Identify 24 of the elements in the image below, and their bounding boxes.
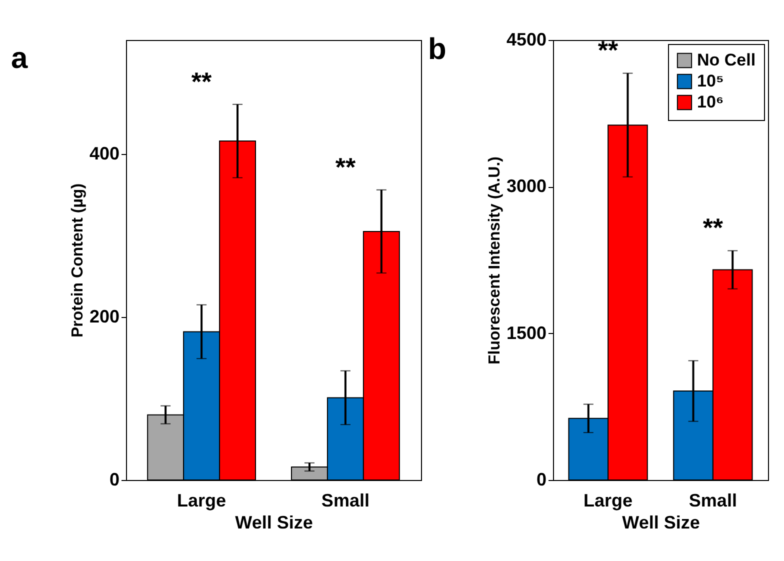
annotation: ** bbox=[191, 66, 213, 96]
x-tick-label: Large bbox=[177, 490, 226, 510]
y-tick-label: 3000 bbox=[506, 176, 546, 196]
y-axis-title: Fluorescent Intensity (A.U.) bbox=[486, 156, 504, 365]
legend-label: No Cell bbox=[697, 50, 756, 70]
annotation: ** bbox=[598, 35, 620, 66]
chart-title: b bbox=[428, 33, 446, 66]
y-tick-label: 1500 bbox=[506, 322, 546, 343]
chart-title: a bbox=[10, 42, 28, 75]
legend-label: 10⁶ bbox=[697, 92, 724, 112]
y-tick-label: 200 bbox=[89, 306, 120, 327]
y-axis-title: Protein Content (µg) bbox=[69, 183, 86, 338]
y-tick-label: 4500 bbox=[506, 30, 546, 50]
x-tick-label: Large bbox=[584, 490, 633, 510]
x-axis-title: Well Size bbox=[622, 512, 700, 532]
legend-label: 10⁵ bbox=[697, 72, 724, 90]
y-tick-label: 0 bbox=[536, 470, 546, 490]
annotation: ** bbox=[335, 152, 356, 182]
y-tick-label: 0 bbox=[109, 470, 120, 490]
x-tick-label: Small bbox=[688, 490, 737, 510]
x-tick-label: Small bbox=[321, 490, 370, 510]
y-tick-label: 400 bbox=[89, 144, 120, 164]
annotation: ** bbox=[702, 212, 724, 243]
x-axis-title: Well Size bbox=[235, 512, 313, 532]
